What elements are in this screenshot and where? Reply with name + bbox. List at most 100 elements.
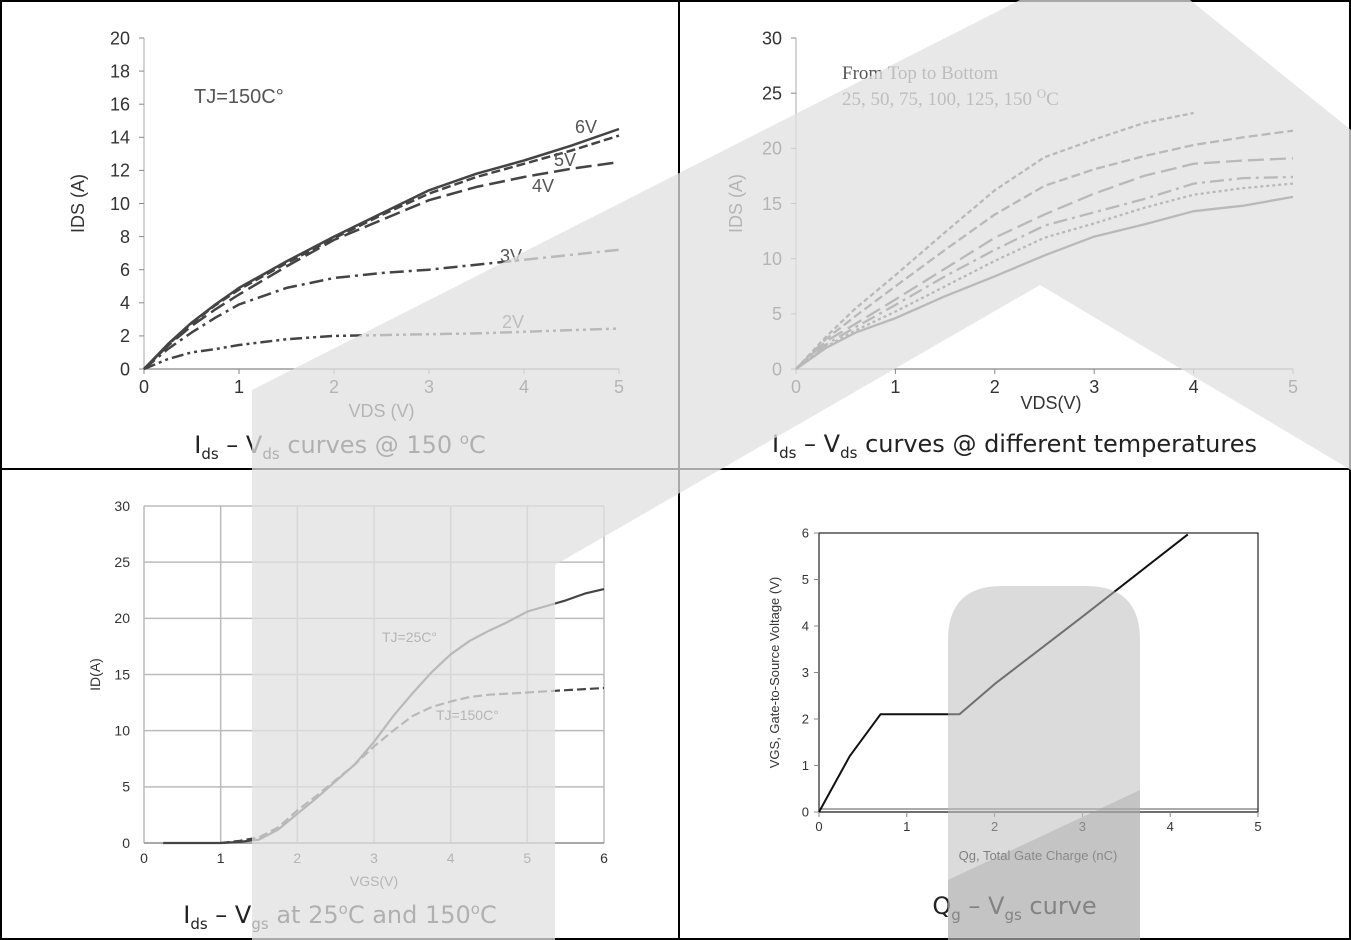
caption-text: – V <box>960 892 1005 920</box>
x-tick-label: 2 <box>329 377 339 397</box>
annotation-text: 25, 50, 75, 100, 125, 150 <box>842 89 1037 110</box>
annotation-tj: TJ=150C° <box>194 86 284 108</box>
series-line-4 <box>143 327 620 371</box>
series-line-2 <box>795 157 1294 370</box>
annotation-text: C <box>1046 89 1059 110</box>
series-line-1 <box>795 129 1294 370</box>
x-tick-label: 1 <box>890 377 900 397</box>
panel-ids-vds-temps: 0 5 10 15 20 25 30 0 1 2 3 4 5 VDS(V) IDS (A) From Top … <box>678 0 1351 470</box>
x-tick-label: 3 <box>1089 377 1099 397</box>
y-tick-label: 20 <box>110 28 130 48</box>
series-line-1 <box>220 686 605 845</box>
series-label: 5V <box>554 150 576 170</box>
y-tick-label: 1 <box>802 758 809 773</box>
x-tick-label: 0 <box>140 850 148 866</box>
y-tick-label: 0 <box>122 835 130 851</box>
caption-text: I <box>194 431 202 459</box>
y-tick-label: 16 <box>110 95 130 115</box>
caption-sub: gs <box>251 914 269 933</box>
series-label: 6V <box>575 117 597 137</box>
x-tick-label: 0 <box>791 377 801 397</box>
caption-sub: ds <box>779 443 797 462</box>
caption-sup: o <box>459 430 469 448</box>
x-tick-label: 2 <box>991 819 998 834</box>
y-tick-label: 0 <box>802 805 809 820</box>
y-tick-label: 5 <box>802 572 809 587</box>
y-axis-label: ID(A) <box>87 658 103 691</box>
x-tick-label: 5 <box>1288 377 1298 397</box>
x-axis-label: VDS(V) <box>1020 393 1081 413</box>
caption-ids-vds-temps: Ids – Vds curves @ different temperature… <box>680 430 1349 462</box>
plot-frame <box>818 532 1259 813</box>
caption-sup: o <box>470 900 480 918</box>
x-tick-label: 5 <box>614 377 624 397</box>
y-tick-label: 14 <box>110 128 130 148</box>
x-tick-label: 1 <box>217 850 225 866</box>
series-line-5 <box>795 195 1294 370</box>
x-tick-label: 5 <box>523 850 531 866</box>
x-tick-label: 3 <box>1079 819 1086 834</box>
y-tick-label: 5 <box>122 779 130 795</box>
series-label: TJ=25C° <box>382 629 437 645</box>
y-tick-label: 30 <box>114 498 130 514</box>
y-tick-label: 6 <box>120 260 130 280</box>
y-tick-label: 4 <box>120 293 130 313</box>
caption-text: curves @ 150 <box>279 431 460 459</box>
caption-text: – V <box>796 430 841 458</box>
y-tick-label: 12 <box>110 161 130 181</box>
y-axis-label: IDS (A) <box>726 174 746 233</box>
y-tick-label: 2 <box>802 712 809 727</box>
y-tick-label: 0 <box>772 359 782 379</box>
caption-text: curves @ different temperatures <box>857 430 1257 458</box>
y-tick-label: 10 <box>114 723 130 739</box>
series-line-3 <box>795 175 1294 370</box>
chart-ids-vgs: 0 5 10 15 20 25 30 0 1 2 3 4 5 6 VGS(V) ID(A) TJ=25C° TJ=… <box>87 498 608 889</box>
caption-text: curve <box>1021 892 1097 920</box>
series-line-0 <box>795 111 1194 370</box>
caption-text: C <box>468 431 486 459</box>
annotation-line: 25, 50, 75, 100, 125, 150 OC <box>842 86 1059 110</box>
x-tick-label: 1 <box>234 377 244 397</box>
x-tick-label: 0 <box>815 819 822 834</box>
y-axis-label: IDS (A) <box>68 174 88 233</box>
caption-ids-vgs: Ids – Vgs at 25oC and 150oC <box>2 900 678 933</box>
series-line-0 <box>818 533 1189 813</box>
annotation-sup: O <box>1037 86 1046 101</box>
y-tick-label: 3 <box>802 665 809 680</box>
y-axis-label: VGS, Gate-to-Source Voltage (V) <box>767 577 782 768</box>
x-tick-label: 5 <box>1254 819 1261 834</box>
chart-ids-vds-temps: 0 5 10 15 20 25 30 0 1 2 3 4 5 VDS(V) IDS (A) From Top … <box>726 28 1298 413</box>
y-tick-label: 5 <box>772 304 782 324</box>
caption-text: at 25 <box>268 901 339 929</box>
series-label: 2V <box>502 312 524 332</box>
caption-sub: ds <box>262 444 280 463</box>
x-axis-label: Qg, Total Gate Charge (nC) <box>959 848 1118 863</box>
caption-text: I <box>183 901 191 929</box>
caption-ids-vds-150c: Ids – Vds curves @ 150 oC <box>2 430 678 463</box>
caption-qg-vgs: Qg – Vgs curve <box>680 892 1349 924</box>
x-tick-label: 4 <box>519 377 529 397</box>
caption-text: – V <box>207 901 252 929</box>
series-line-4 <box>795 182 1294 370</box>
series-line-3 <box>143 248 620 370</box>
caption-text: I <box>771 430 780 458</box>
caption-sub: ds <box>201 444 219 463</box>
x-tick-label: 3 <box>370 850 378 866</box>
y-tick-label: 20 <box>762 139 782 159</box>
y-tick-label: 0 <box>120 359 130 379</box>
y-tick-label: 15 <box>762 194 782 214</box>
panel-ids-vds-150c: 0 2 4 6 8 10 12 14 16 18 20 0 1 2 3 4 5 VDS (V) IDS (A) TJ=… <box>0 0 680 470</box>
y-tick-label: 4 <box>802 619 809 634</box>
y-tick-label: 25 <box>762 83 782 103</box>
y-tick-label: 15 <box>114 666 130 682</box>
annotation-line: From Top to Bottom <box>842 63 998 84</box>
panel-qg-vgs: 0 1 2 3 4 5 6 0 1 2 3 4 5 Qg, Total Gate Charge (nC) V… <box>678 468 1351 940</box>
caption-sub: ds <box>840 443 858 462</box>
caption-text: C and 150 <box>347 901 471 929</box>
x-tick-label: 2 <box>293 850 301 866</box>
x-tick-label: 4 <box>1189 377 1199 397</box>
series-label: 3V <box>500 246 522 266</box>
x-axis-label: VDS (V) <box>348 401 414 421</box>
